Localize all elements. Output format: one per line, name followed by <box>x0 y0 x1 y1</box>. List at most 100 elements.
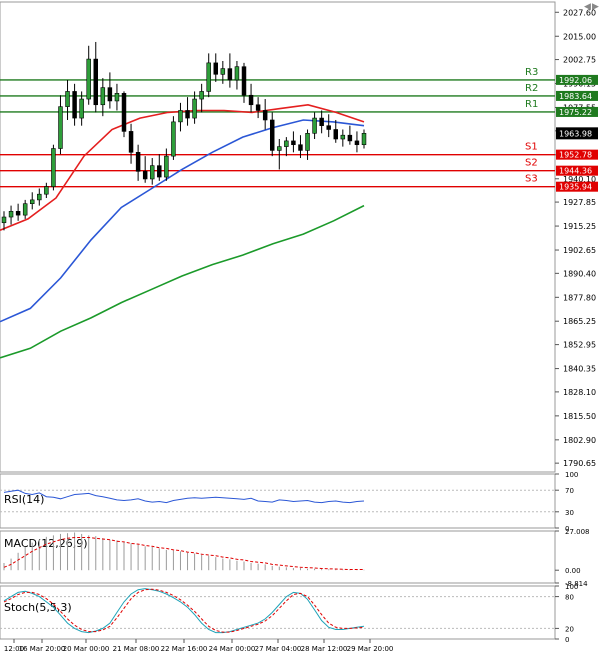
moving-average-line-2 <box>0 119 365 323</box>
price-panel: 2027.602015.002002.751990.151977.551965.… <box>0 1 598 473</box>
level-price-box <box>556 106 598 117</box>
candle-body <box>199 91 204 100</box>
candle-body <box>333 129 339 140</box>
candle-body <box>65 91 70 107</box>
time-tick-label: 12:00 <box>4 645 24 653</box>
time-tick-label: 16 Mar 20:00 <box>19 645 66 653</box>
candle-body <box>326 125 331 130</box>
candle-body <box>135 152 141 172</box>
candle-body <box>192 98 197 119</box>
candle-body <box>255 104 261 111</box>
candle-body <box>269 119 275 151</box>
time-tick-label: 28 Mar 12:00 <box>301 645 348 653</box>
candle-body <box>262 110 268 121</box>
level-name-s3: S3 <box>525 174 538 185</box>
candle-body <box>312 117 317 134</box>
candle-body <box>277 146 282 151</box>
level-price-box <box>556 165 598 176</box>
candle-body <box>347 134 353 142</box>
stoch-tick-label: 100 <box>565 583 578 591</box>
level-price-label: 1975.22 <box>559 108 592 117</box>
rsi-frame <box>0 473 556 529</box>
level-price-box <box>556 149 598 160</box>
candle-body <box>220 68 226 75</box>
macd-frame <box>0 530 556 584</box>
candle-body <box>79 98 84 119</box>
candle-body <box>305 132 310 151</box>
macd-tick-label: -8.814 <box>565 580 588 588</box>
candle-body <box>142 171 148 180</box>
candle-body <box>206 62 211 92</box>
price-tick-label: 1865.25 <box>563 317 596 326</box>
candle-body <box>37 193 42 201</box>
candle-body <box>361 132 367 146</box>
candle-body <box>319 117 324 126</box>
candle-body <box>44 186 49 195</box>
candle-body <box>86 58 91 100</box>
level-price-label: 1935.94 <box>559 183 592 192</box>
candle-body <box>58 106 63 149</box>
stoch-tick-label: 0 <box>565 636 569 644</box>
price-tick-label: 1815.50 <box>563 412 596 421</box>
time-tick-label: 29 Mar 20:00 <box>347 645 394 653</box>
candle-body <box>298 144 303 151</box>
candle-body <box>284 140 289 147</box>
candle-body <box>157 165 162 178</box>
macd-tick-label: 27.008 <box>565 528 590 536</box>
level-price-label: 1952.78 <box>559 151 592 160</box>
nav-left-icon[interactable]: ◀ <box>584 2 591 12</box>
level-price-box <box>556 90 598 101</box>
nav-right-icon[interactable]: ▶ <box>592 2 599 12</box>
stoch-tick-label: 80 <box>565 594 574 602</box>
candle-body <box>171 121 176 157</box>
price-tick-label: 1877.80 <box>563 293 596 302</box>
time-tick-label: 27 Mar 04:00 <box>255 645 302 653</box>
price-tick-label: 2002.75 <box>563 56 596 65</box>
time-tick-label: 20 Mar 00:00 <box>63 645 110 653</box>
level-price-label: 1944.36 <box>559 167 592 176</box>
time-tick-label: 24 Mar 00:00 <box>209 645 256 653</box>
current-price-label: 1963.98 <box>559 129 592 138</box>
macd-tick-label: 0.00 <box>565 567 581 575</box>
stoch-panel: Stoch(5,5,3) 100 80 20 0 <box>0 583 578 644</box>
price-tick-label: 1902.65 <box>563 246 596 255</box>
time-tick-label: 21 Mar 08:00 <box>113 645 160 653</box>
candle-body <box>100 87 106 106</box>
price-tick-label: 2015.00 <box>563 32 596 41</box>
rsi-tick-label: 100 <box>565 471 578 479</box>
macd-panel: MACD(12,26,9) 27.008 0.00 -8.814 <box>0 528 590 588</box>
candle-body <box>72 91 77 119</box>
candle-body <box>340 134 346 140</box>
candle-body <box>291 140 296 146</box>
candle-body <box>354 140 360 146</box>
macd-line-1 <box>3 537 364 570</box>
candle-body <box>107 87 113 102</box>
current-price-box <box>556 127 598 140</box>
level-price-box <box>556 74 598 85</box>
price-frame <box>0 1 556 473</box>
rsi-tick-label: 30 <box>565 509 574 517</box>
rsi-tick-label: 70 <box>565 487 574 495</box>
candle-body <box>114 93 120 102</box>
stoch-tick-label: 20 <box>565 625 574 633</box>
candle-body <box>1 216 7 224</box>
candle-body <box>15 211 21 216</box>
stoch-label: Stoch(5,5,3) <box>4 601 72 614</box>
price-tick-label: 1840.35 <box>563 365 596 374</box>
price-tick-label: 1915.25 <box>563 222 596 231</box>
price-tick-label: 1852.95 <box>563 341 596 350</box>
candle-body <box>121 93 127 132</box>
candle-body <box>29 199 35 205</box>
level-name-r2: R2 <box>525 83 538 94</box>
macd-label: MACD(12,26,9) <box>4 537 88 550</box>
candle-body <box>227 68 233 81</box>
price-tick-label: 1940.10 <box>563 175 596 184</box>
level-name-r1: R1 <box>525 99 538 110</box>
price-tick-label: 1790.65 <box>563 459 596 468</box>
candle-body <box>248 94 254 106</box>
stoch-line-1 <box>3 588 365 634</box>
